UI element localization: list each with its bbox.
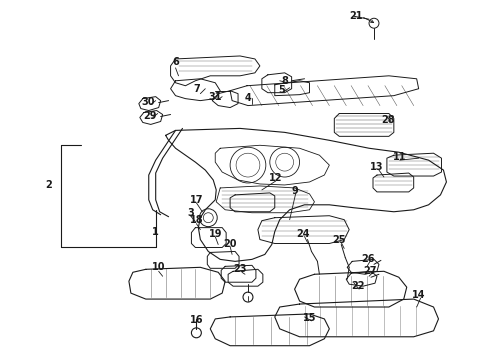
Text: 24: 24 [296, 229, 309, 239]
Text: 29: 29 [143, 111, 156, 121]
Text: 28: 28 [381, 116, 395, 126]
Text: 13: 13 [370, 162, 384, 172]
Text: 7: 7 [193, 84, 200, 94]
Text: 18: 18 [190, 215, 203, 225]
Text: 5: 5 [278, 85, 285, 95]
Text: 17: 17 [190, 195, 203, 205]
Text: 21: 21 [349, 11, 363, 21]
Text: 11: 11 [393, 152, 407, 162]
Text: 1: 1 [152, 226, 159, 237]
Text: 6: 6 [172, 57, 179, 67]
Text: 23: 23 [233, 264, 247, 274]
Text: 26: 26 [361, 255, 375, 264]
Text: 31: 31 [208, 92, 222, 102]
Text: 12: 12 [269, 173, 283, 183]
Text: 27: 27 [363, 266, 377, 276]
Text: 19: 19 [208, 229, 222, 239]
Text: 30: 30 [141, 96, 154, 107]
Text: 3: 3 [187, 208, 194, 218]
Text: 15: 15 [303, 313, 316, 323]
Text: 22: 22 [351, 281, 365, 291]
Text: 20: 20 [223, 239, 237, 248]
Text: 14: 14 [412, 290, 425, 300]
Text: 25: 25 [333, 234, 346, 244]
Text: 8: 8 [281, 76, 288, 86]
Text: 10: 10 [152, 262, 166, 272]
Text: 4: 4 [245, 93, 251, 103]
Text: 9: 9 [291, 186, 298, 196]
Text: 16: 16 [190, 315, 203, 325]
Text: 2: 2 [45, 180, 52, 190]
